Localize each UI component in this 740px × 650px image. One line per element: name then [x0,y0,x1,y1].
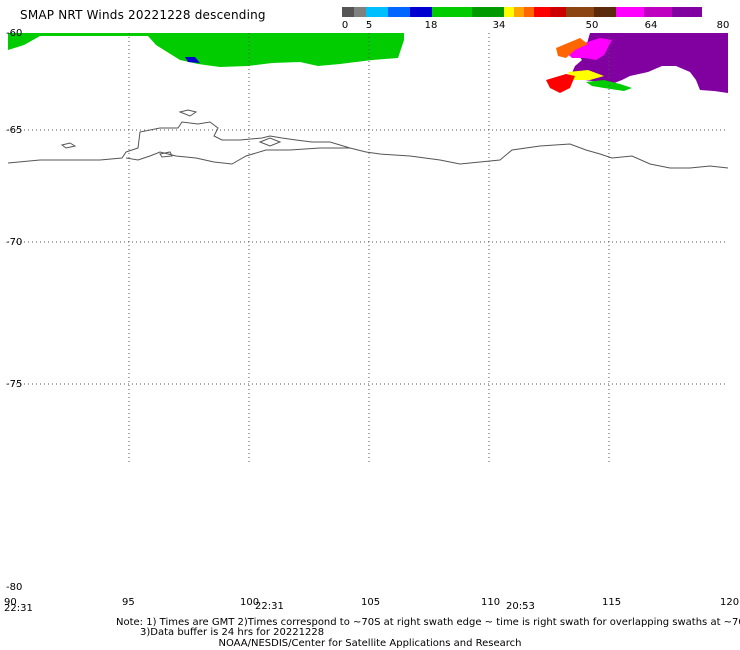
lon-label-115: 115 [602,597,621,608]
lat-label-60: -60 [6,28,22,39]
note-line-3: NOAA/NESDIS/Center for Satellite Applica… [218,638,522,649]
lat-label-80: -80 [6,582,22,593]
lat-label-65: -65 [6,125,22,136]
lon-label-110: 110 [481,597,500,608]
colorbar-segment [524,7,534,17]
colorbar-segment [644,7,672,17]
colorbar-segment [566,7,594,17]
antarctic-coastline [7,109,729,169]
lat-label-70: -70 [6,237,22,248]
colorbar-segment [410,7,432,17]
lon-label-120: 120 [720,597,739,608]
colorbar-segment [594,7,616,17]
colorbar-segment [342,7,354,17]
colorbar-label: 50 [585,20,599,31]
note-line-1: Note: 1) Times are GMT 2)Times correspon… [116,617,740,628]
colorbar-segment [616,7,644,17]
colorbar-label: 0 [341,20,349,31]
colorbar-segment [472,7,504,17]
wind-speed-colorbar [342,7,728,17]
wind-swath-yellow [568,70,604,80]
colorbar-segment [514,7,524,17]
wind-swath-red [546,74,575,93]
wind-swath-blue [185,57,200,63]
colorbar-label: 5 [365,20,373,31]
colorbar-label: 34 [492,20,506,31]
colorbar-segment [388,7,410,17]
wind-swath-green [8,33,404,67]
colorbar-segment [534,7,550,17]
lon-label-95: 95 [122,597,135,608]
colorbar-segment [504,7,514,17]
lat-label-75: -75 [6,379,22,390]
map-title: SMAP NRT Winds 20221228 descending [20,8,266,22]
lon-label-100: 100 [240,597,259,608]
colorbar-segment [354,7,366,17]
lon-label-105: 105 [361,597,380,608]
pass-time-label: 22:31 [4,603,33,614]
colorbar-label: 80 [716,20,730,31]
colorbar-segment [550,7,566,17]
colorbar-label: 18 [424,20,438,31]
pass-time-label: 22:31 [255,601,284,612]
colorbar-segment [432,7,472,17]
colorbar-segment [672,7,702,17]
lon-label-90: 90 [4,597,17,608]
colorbar-segment [366,7,388,17]
colorbar-label: 64 [644,20,658,31]
graticule [8,33,728,465]
pass-time-label: 20:53 [506,601,535,612]
wind-swath-magenta [566,38,612,60]
note-line-2: 3)Data buffer is 24 hrs for 20221228 [140,627,325,638]
wind-swath-orange [556,38,588,58]
